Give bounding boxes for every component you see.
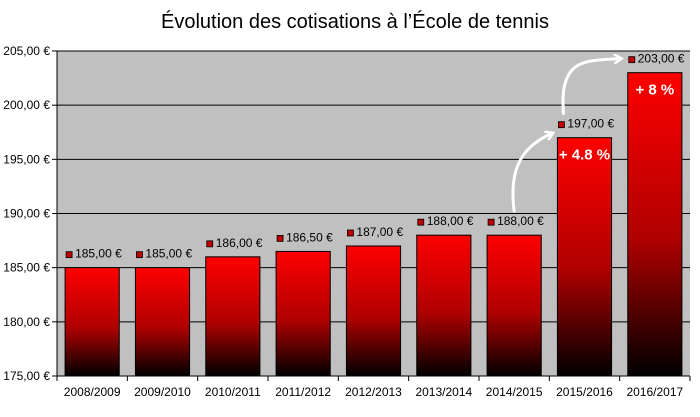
data-label-marker	[347, 229, 354, 237]
bar	[64, 267, 120, 377]
x-tick-label: 2014/2015	[486, 385, 543, 399]
data-label-marker	[417, 218, 425, 226]
bar	[205, 256, 261, 377]
growth-annotation: + 8 %	[635, 82, 674, 99]
bar	[556, 137, 613, 377]
y-tick-label: 175,00 €	[3, 369, 50, 383]
data-label: 186,50 €	[286, 230, 333, 244]
data-label-marker	[276, 235, 284, 242]
data-label: 188,00 €	[497, 214, 544, 228]
growth-arrow	[561, 59, 620, 116]
bar	[134, 267, 191, 377]
y-tick-label: 185,00 €	[3, 261, 50, 275]
y-tick-label: 200,00 €	[3, 98, 50, 112]
data-label: 203,00 €	[638, 52, 685, 66]
data-label: 197,00 €	[567, 117, 614, 131]
data-label-marker	[65, 251, 73, 259]
data-label: 187,00 €	[356, 225, 403, 239]
data-labels: 185,00 € 185,00 € 186,00 € 186,50 € 187,00 €…	[65, 52, 685, 261]
data-label: 185,00 €	[145, 247, 192, 261]
data-label-marker	[136, 251, 143, 259]
data-label-marker	[628, 56, 636, 64]
y-tick-label: 195,00 €	[3, 152, 50, 166]
growth-arrows	[511, 59, 620, 213]
bar	[275, 250, 331, 377]
bar	[486, 234, 542, 377]
bar	[416, 234, 472, 377]
data-label-marker	[558, 121, 565, 129]
annotations: + 4.8 % + 8 %	[559, 82, 674, 164]
bar	[345, 245, 402, 377]
x-tick-label: 2009/2010	[134, 385, 191, 399]
y-tick-label: 190,00 €	[3, 207, 50, 221]
x-tick-label: 2013/2014	[415, 385, 472, 399]
x-tick-label: 2012/2013	[345, 385, 402, 399]
x-tick-label: 2008/2009	[64, 385, 121, 399]
growth-annotation: + 4.8 %	[559, 147, 610, 164]
growth-arrow	[511, 134, 552, 213]
data-label: 188,00 €	[427, 214, 474, 228]
data-label: 186,00 €	[216, 236, 263, 250]
data-label-marker	[487, 218, 495, 226]
y-tick-label: 205,00 €	[3, 44, 50, 58]
y-axis: 175,00 € 180,00 € 185,00 € 190,00 € 195,00 €…	[3, 44, 58, 383]
x-tick-label: 2016/2017	[626, 385, 683, 399]
x-tick-label: 2015/2016	[556, 385, 613, 399]
y-tick-label: 180,00 €	[3, 315, 50, 329]
x-tick-label: 2011/2012	[275, 385, 331, 399]
data-label-marker	[206, 240, 214, 248]
data-label: 185,00 €	[75, 247, 122, 261]
x-axis: 2008/2009 2009/2010 2010/2011 2011/2012 2012…	[56, 375, 691, 399]
x-tick-label: 2010/2011	[205, 385, 261, 399]
bars	[64, 72, 683, 377]
chart-title: Évolution des cotisations à l’École de t…	[161, 10, 549, 33]
bar	[627, 72, 683, 377]
